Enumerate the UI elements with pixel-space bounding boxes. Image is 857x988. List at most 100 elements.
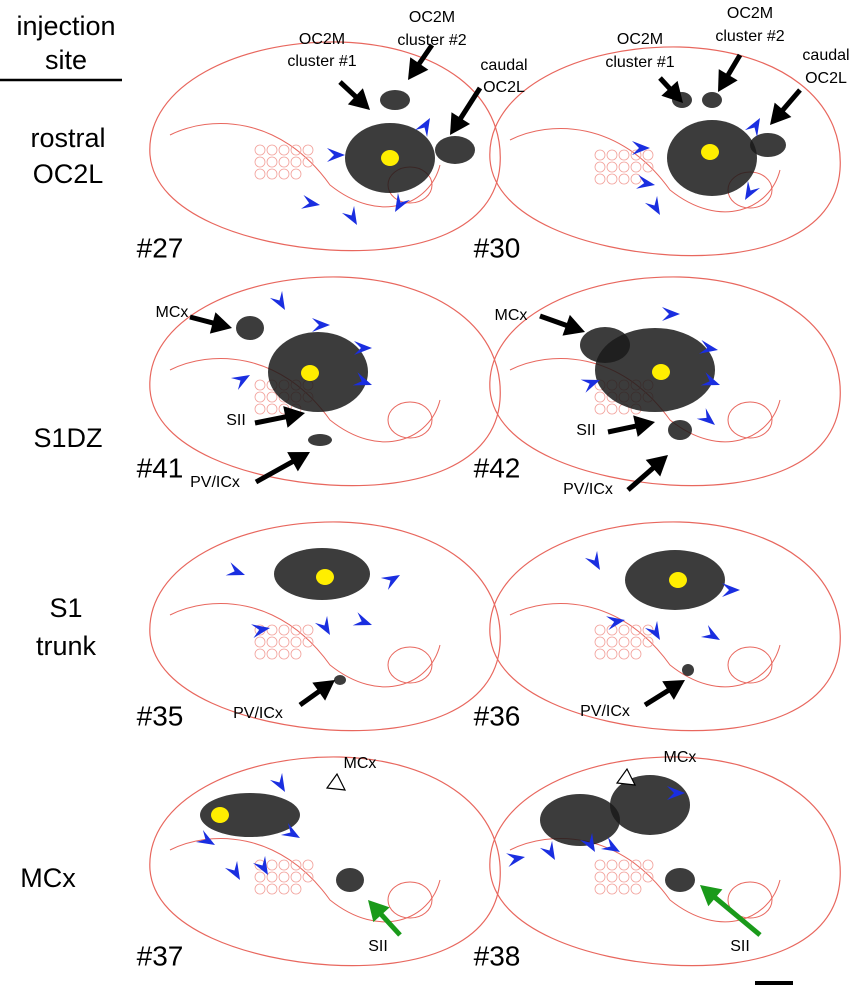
arrow-head — [210, 312, 232, 333]
arrow-head — [312, 680, 335, 701]
annotation: PV/ICx — [580, 703, 630, 720]
blue-arrowhead — [645, 196, 660, 215]
barrel — [607, 150, 617, 160]
barrel — [267, 157, 277, 167]
annotation: OC2L — [805, 70, 847, 87]
barrel — [631, 884, 641, 894]
blue-arrowhead — [196, 830, 215, 845]
ventricle — [728, 647, 772, 683]
barrel — [595, 392, 605, 402]
injection-site — [701, 144, 719, 160]
annotation: PV/ICx — [233, 705, 283, 722]
panel-number: #30 — [474, 232, 521, 263]
arrow-head — [633, 415, 655, 437]
barrel — [619, 860, 629, 870]
blue-arrowhead — [381, 575, 400, 590]
barrel — [607, 174, 617, 184]
blue-arrowhead — [581, 380, 600, 393]
barrel — [267, 404, 277, 414]
row-label: rostral — [30, 123, 105, 153]
annotation: PV/ICx — [190, 474, 240, 491]
annotation: cluster #1 — [605, 54, 674, 71]
barrel — [291, 637, 301, 647]
annotation: SII — [226, 412, 246, 429]
barrel — [267, 649, 277, 659]
barrel — [631, 872, 641, 882]
open-arrowhead — [617, 769, 635, 785]
barrel — [631, 860, 641, 870]
brain-section — [490, 47, 840, 256]
barrel — [595, 872, 605, 882]
ventricle — [388, 647, 432, 683]
header-text: site — [45, 45, 87, 75]
brain-section — [150, 42, 500, 251]
barrel — [303, 145, 313, 155]
panel-number: #41 — [137, 452, 184, 483]
barrel — [267, 392, 277, 402]
barrel — [619, 884, 629, 894]
blue-arrowhead — [697, 408, 715, 425]
barrel — [607, 649, 617, 659]
panel-number: #27 — [137, 232, 184, 263]
barrel — [255, 380, 265, 390]
barrel — [619, 872, 629, 882]
blue-arrowhead — [636, 175, 655, 189]
arrow-head — [408, 57, 428, 80]
labeled-fibers — [750, 133, 786, 157]
barrel — [607, 637, 617, 647]
barrel — [303, 625, 313, 635]
labeled-fibers — [308, 434, 332, 446]
annotation: MCx — [664, 749, 697, 766]
row-label: MCx — [20, 863, 76, 893]
annotation: SII — [730, 938, 750, 955]
barrel — [267, 872, 277, 882]
barrel — [631, 162, 641, 172]
barrel — [267, 625, 277, 635]
barrel — [619, 174, 629, 184]
brain-section — [490, 277, 840, 490]
panel-number: #37 — [137, 940, 184, 971]
barrel — [631, 637, 641, 647]
barrel — [595, 637, 605, 647]
blue-arrowhead — [540, 841, 555, 860]
barrel — [255, 872, 265, 882]
labeled-fibers — [682, 664, 694, 676]
barrel — [255, 169, 265, 179]
row-label: trunk — [36, 631, 97, 661]
injection-site — [211, 807, 229, 823]
barrel — [279, 860, 289, 870]
annotation: OC2M — [409, 9, 455, 26]
blue-arrowhead — [301, 195, 320, 209]
arrow-shaft — [709, 893, 760, 935]
blue-arrowhead — [270, 773, 285, 792]
ventricle — [388, 402, 432, 438]
labeled-fibers — [668, 420, 692, 440]
barrel — [255, 884, 265, 894]
barrel — [291, 884, 301, 894]
annotation: caudal — [802, 47, 849, 64]
labeled-fibers — [665, 868, 695, 892]
barrel — [255, 157, 265, 167]
blue-arrowhead — [312, 318, 330, 332]
blue-arrowhead — [701, 625, 720, 640]
barrel — [291, 872, 301, 882]
blue-arrowhead — [745, 181, 760, 200]
annotation: MCx — [495, 307, 528, 324]
barrel — [279, 169, 289, 179]
barrel — [255, 145, 265, 155]
blue-arrowhead — [353, 612, 372, 625]
barrel — [303, 872, 313, 882]
barrel — [255, 404, 265, 414]
brain-section — [150, 757, 500, 966]
blue-arrowhead — [342, 206, 357, 225]
barrel — [619, 625, 629, 635]
blue-arrowhead — [315, 616, 330, 635]
labeled-fibers — [702, 92, 722, 108]
annotation: PV/ICx — [563, 481, 613, 498]
labeled-fibers — [540, 794, 620, 846]
blue-arrowhead — [327, 148, 345, 162]
annotation: SII — [368, 938, 388, 955]
labeled-fibers — [580, 327, 630, 363]
injection-site — [669, 572, 687, 588]
ventricle — [728, 402, 772, 438]
